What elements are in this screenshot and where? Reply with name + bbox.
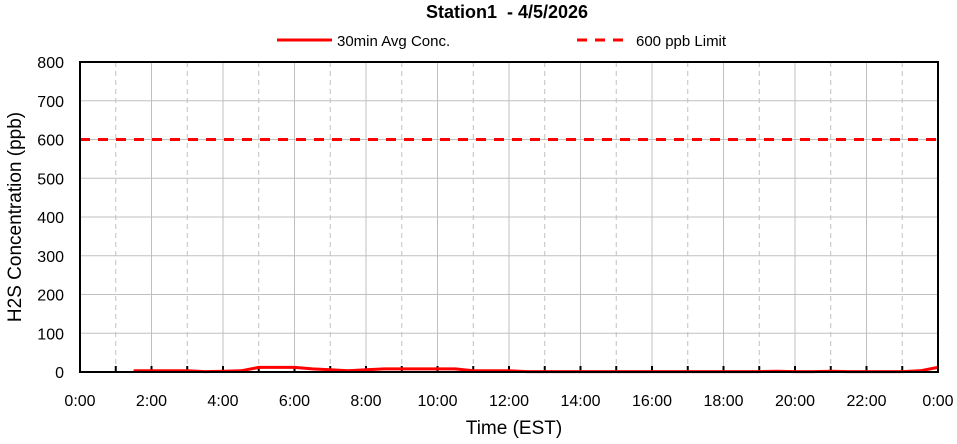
x-tick-label: 4:00: [207, 393, 238, 410]
concentration-line: [133, 365, 939, 374]
x-tick-label: 14:00: [560, 393, 600, 410]
legend: 30min Avg Conc. 600 ppb Limit: [277, 33, 727, 50]
x-tick-label: 10:00: [417, 393, 457, 410]
plot-area-border: [79, 61, 939, 373]
y-tick-label: 600: [37, 133, 64, 150]
x-tick-label: 0:00: [64, 393, 95, 410]
x-tick-label: 6:00: [279, 393, 310, 410]
x-tick-label: 12:00: [489, 393, 529, 410]
x-tick-label: 20:00: [775, 393, 815, 410]
x-axis-label: Time (EST): [466, 418, 562, 439]
legend-label-conc: 30min Avg Conc.: [337, 33, 450, 50]
y-tick-label: 700: [37, 94, 64, 111]
y-tick-label: 500: [37, 171, 64, 188]
y-tick-label: 0: [55, 365, 64, 382]
y-tick-label: 100: [37, 326, 64, 343]
x-tick-label: 8:00: [350, 393, 381, 410]
y-axis-label: H2S Concentration (ppb): [5, 112, 26, 322]
x-tick-label: 2:00: [136, 393, 167, 410]
legend-label-limit: 600 ppb Limit: [636, 33, 727, 50]
y-tick-label: 800: [37, 55, 64, 72]
chart-title: Station1 - 4/5/2026: [426, 2, 588, 22]
x-tick-label: 18:00: [703, 393, 743, 410]
x-tick-label: 22:00: [846, 393, 886, 410]
x-tick-label: 0:00: [922, 393, 953, 410]
y-tick-label: 400: [37, 210, 64, 227]
y-tick-label: 200: [37, 288, 64, 305]
y-tick-label: 300: [37, 249, 64, 266]
x-tick-label: 16:00: [632, 393, 672, 410]
